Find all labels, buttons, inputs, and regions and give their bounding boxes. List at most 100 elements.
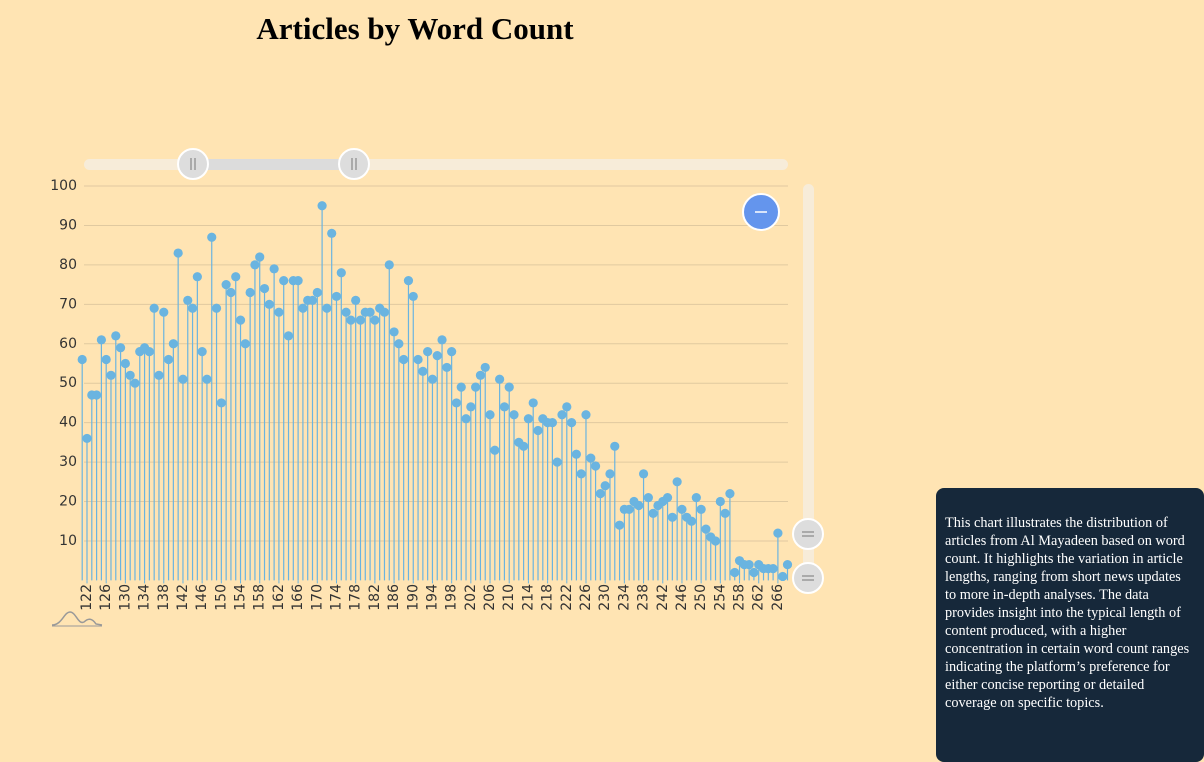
dot	[519, 441, 529, 451]
x-tick-label: 130	[117, 584, 133, 611]
y-tick-label: 20	[59, 494, 77, 510]
x-tick-label: 218	[540, 584, 556, 611]
dot	[183, 295, 193, 305]
dot	[466, 402, 476, 412]
x-tick-label: 166	[290, 584, 306, 611]
x-tick-label: 202	[463, 584, 479, 611]
dot	[192, 272, 202, 282]
dot	[159, 307, 169, 317]
dot	[662, 492, 673, 503]
dot	[667, 512, 677, 522]
x-zoom-slider[interactable]	[84, 148, 788, 180]
x-tick-label: 178	[348, 584, 364, 611]
dot	[111, 331, 121, 341]
dot	[447, 347, 457, 357]
dot	[91, 390, 102, 400]
x-tick-label: 250	[693, 584, 709, 611]
dot	[749, 567, 759, 578]
dot	[250, 260, 260, 270]
dot	[336, 268, 346, 278]
slider-range	[193, 159, 354, 170]
slider-handle[interactable]	[792, 518, 824, 550]
x-tick-label: 234	[616, 584, 632, 611]
chart: Articles by Word Count 10 20 30 40 50 60 70 80 9…	[50, 11, 824, 627]
dot	[562, 402, 572, 412]
dot	[283, 331, 294, 341]
dot	[130, 378, 140, 388]
slider-handle[interactable]	[177, 148, 209, 180]
dot	[437, 335, 447, 345]
dot	[581, 410, 591, 420]
dot	[499, 402, 510, 412]
slider-handle[interactable]	[338, 148, 370, 180]
dot	[351, 295, 361, 305]
handle-grip	[351, 158, 357, 170]
dot	[730, 567, 740, 578]
slider-handle[interactable]	[792, 562, 824, 594]
dot	[427, 374, 438, 384]
dot	[595, 489, 605, 499]
x-tick-label: 210	[501, 584, 517, 611]
dot	[413, 354, 423, 365]
dot	[423, 347, 433, 357]
dot	[341, 307, 351, 317]
x-tick-label: 154	[233, 584, 249, 611]
chart-title: Articles by Word Count	[256, 11, 574, 46]
dot	[547, 418, 558, 428]
x-tick-label: 238	[636, 584, 652, 611]
x-tick-label: 146	[194, 584, 210, 611]
dot	[221, 280, 231, 290]
handle-grip	[802, 575, 814, 581]
dot	[686, 516, 697, 526]
series	[77, 201, 793, 582]
dot	[331, 291, 342, 302]
x-tick-label: 222	[559, 584, 575, 611]
dot	[528, 398, 538, 408]
dot	[77, 354, 87, 365]
x-tick-label: 134	[137, 584, 153, 611]
dot	[235, 315, 246, 325]
dot	[624, 504, 634, 515]
dot	[298, 303, 308, 313]
y-tick-label: 40	[59, 415, 77, 431]
x-tick-label: 262	[751, 584, 767, 611]
dot	[509, 410, 519, 420]
dot	[456, 382, 466, 392]
dot	[744, 560, 754, 570]
x-tick-label: 142	[175, 584, 191, 611]
dot	[773, 528, 783, 538]
dot	[614, 520, 625, 530]
dot	[399, 354, 409, 365]
dot	[279, 276, 289, 286]
x-tick-label: 230	[597, 584, 613, 611]
x-tick-label: 182	[367, 584, 383, 611]
dot	[691, 492, 701, 503]
y-tick-label: 30	[59, 454, 77, 470]
series-icon[interactable]	[51, 611, 103, 626]
dot	[394, 339, 404, 349]
x-tick-label: 206	[482, 584, 498, 611]
dot	[154, 370, 164, 380]
x-tick-label: 122	[79, 584, 95, 611]
dot	[211, 303, 222, 313]
dot	[245, 287, 255, 298]
dot	[384, 260, 394, 270]
y-tick-label: 50	[59, 375, 77, 391]
x-tick-label: 254	[712, 584, 728, 611]
y-zoom-slider[interactable]	[792, 184, 824, 594]
dot	[120, 358, 130, 369]
dot	[106, 370, 116, 380]
dot	[418, 366, 428, 376]
dot	[293, 276, 303, 286]
dot	[471, 382, 481, 392]
dot	[355, 315, 366, 325]
dot	[269, 264, 279, 274]
dot	[312, 287, 322, 298]
dot	[576, 469, 586, 479]
dot	[125, 370, 135, 380]
y-tick-label: 60	[59, 336, 77, 352]
dot	[178, 374, 188, 384]
dot	[475, 370, 486, 380]
